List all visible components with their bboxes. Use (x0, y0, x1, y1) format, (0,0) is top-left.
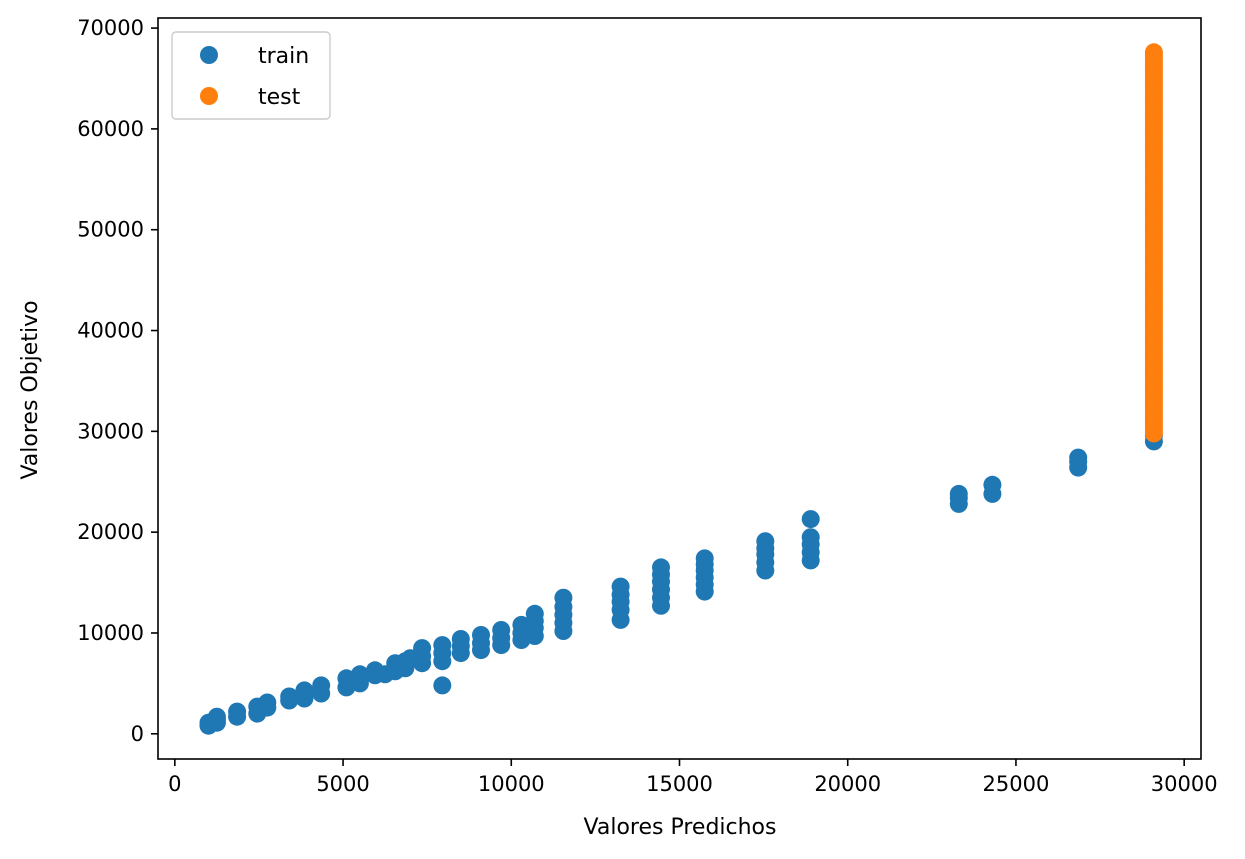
train-point (525, 604, 544, 623)
train-point (492, 621, 511, 639)
x-axis-label: Valores Predichos (584, 815, 777, 840)
train-point (801, 510, 820, 529)
y-axis-label: Valores Objetivo (18, 300, 43, 479)
train-point (337, 669, 356, 688)
train-point (228, 702, 247, 721)
train-point (312, 676, 331, 695)
plot-marks (199, 43, 1163, 735)
test-point (1144, 43, 1163, 62)
train-point (554, 588, 573, 607)
x-tick-label: 5000 (316, 772, 369, 796)
x-tick-label: 30000 (1151, 772, 1218, 796)
train-point (983, 475, 1002, 494)
train-point (207, 707, 226, 726)
train-point (801, 528, 820, 547)
plot-frame (157, 17, 1202, 760)
train-point (413, 639, 432, 658)
train-point (350, 665, 369, 684)
x-tick-label: 20000 (814, 772, 881, 796)
y-tick-label: 20000 (77, 520, 144, 544)
legend-label-test: test (258, 85, 301, 110)
y-tick-label: 50000 (77, 218, 144, 242)
train-point (451, 630, 470, 648)
y-tick-label: 30000 (77, 419, 144, 443)
x-tick-label: 0 (168, 772, 181, 796)
legend-label-train: train (258, 44, 309, 69)
y-tick-label: 40000 (77, 319, 144, 343)
x-tick-label: 10000 (478, 772, 545, 796)
train-point (756, 532, 775, 551)
train-point (433, 676, 452, 695)
legend-marker-test (200, 87, 218, 105)
train-point (472, 626, 490, 644)
y-tick-label: 10000 (77, 621, 144, 645)
train-point (433, 636, 452, 655)
y-tick-label: 0 (131, 722, 144, 746)
train-point (1069, 448, 1088, 467)
x-tick-label: 25000 (983, 772, 1050, 796)
train-point (652, 558, 670, 577)
legend: train test (171, 31, 331, 120)
train-point (295, 681, 314, 700)
x-axis: 0 5000 10000 15000 20000 25000 30000 (168, 759, 1218, 796)
train-point (611, 577, 630, 596)
x-tick-label: 15000 (646, 772, 713, 796)
train-point (258, 693, 277, 712)
train-point (695, 549, 714, 568)
legend-marker-train (200, 46, 218, 64)
y-axis: 0 10000 20000 30000 40000 50000 60000 70000 (77, 16, 158, 746)
y-tick-label: 70000 (77, 16, 144, 40)
train-point (949, 484, 968, 503)
y-tick-label: 60000 (77, 117, 144, 141)
train-point (280, 687, 299, 706)
